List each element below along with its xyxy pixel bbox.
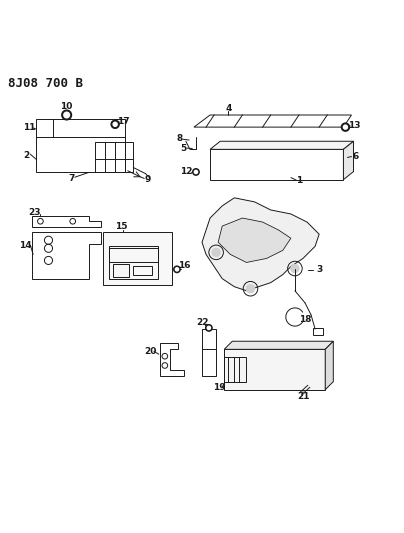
Text: 8J08 700 B: 8J08 700 B — [8, 77, 83, 90]
Text: 1: 1 — [296, 175, 302, 184]
Text: 21: 21 — [298, 392, 310, 401]
Text: 5: 5 — [181, 143, 187, 152]
Circle shape — [194, 171, 198, 174]
Text: 3: 3 — [316, 265, 322, 274]
Text: 17: 17 — [117, 117, 130, 126]
Text: 12: 12 — [181, 167, 193, 176]
Circle shape — [64, 112, 69, 118]
Text: 22: 22 — [197, 318, 209, 327]
Circle shape — [212, 248, 220, 256]
Polygon shape — [210, 141, 354, 149]
Circle shape — [291, 264, 299, 272]
Bar — [224, 358, 246, 382]
Bar — [313, 328, 323, 335]
Polygon shape — [343, 141, 354, 180]
Bar — [36, 119, 125, 172]
Text: 13: 13 — [348, 122, 360, 131]
Circle shape — [111, 120, 119, 128]
Text: 14: 14 — [19, 240, 32, 249]
Polygon shape — [218, 218, 291, 262]
Bar — [109, 246, 158, 279]
Circle shape — [206, 325, 212, 331]
Circle shape — [113, 122, 117, 126]
Text: 7: 7 — [69, 174, 75, 183]
Text: 8: 8 — [177, 134, 183, 142]
Text: 10: 10 — [61, 102, 73, 111]
Circle shape — [193, 169, 199, 175]
Circle shape — [174, 266, 180, 272]
Text: 16: 16 — [178, 261, 190, 270]
Bar — [133, 265, 152, 274]
Text: 23: 23 — [28, 208, 40, 217]
Bar — [202, 329, 216, 376]
Polygon shape — [224, 341, 333, 349]
Circle shape — [343, 125, 347, 129]
Polygon shape — [325, 341, 333, 390]
Text: 2: 2 — [23, 151, 29, 160]
Text: 19: 19 — [213, 383, 226, 392]
Text: 18: 18 — [299, 316, 311, 324]
Text: 4: 4 — [225, 103, 231, 112]
Text: 6: 6 — [352, 152, 359, 161]
Bar — [113, 264, 129, 277]
Bar — [95, 142, 133, 172]
Bar — [210, 149, 343, 180]
Bar — [224, 349, 325, 390]
Text: 15: 15 — [115, 222, 127, 231]
Bar — [103, 232, 172, 285]
Circle shape — [341, 123, 349, 131]
Text: 20: 20 — [145, 347, 157, 356]
Polygon shape — [202, 198, 319, 290]
Bar — [109, 248, 158, 262]
Circle shape — [175, 268, 179, 271]
Circle shape — [62, 110, 72, 120]
Text: 9: 9 — [144, 175, 151, 184]
Circle shape — [246, 285, 255, 293]
Circle shape — [207, 326, 210, 329]
Text: 11: 11 — [23, 124, 35, 132]
